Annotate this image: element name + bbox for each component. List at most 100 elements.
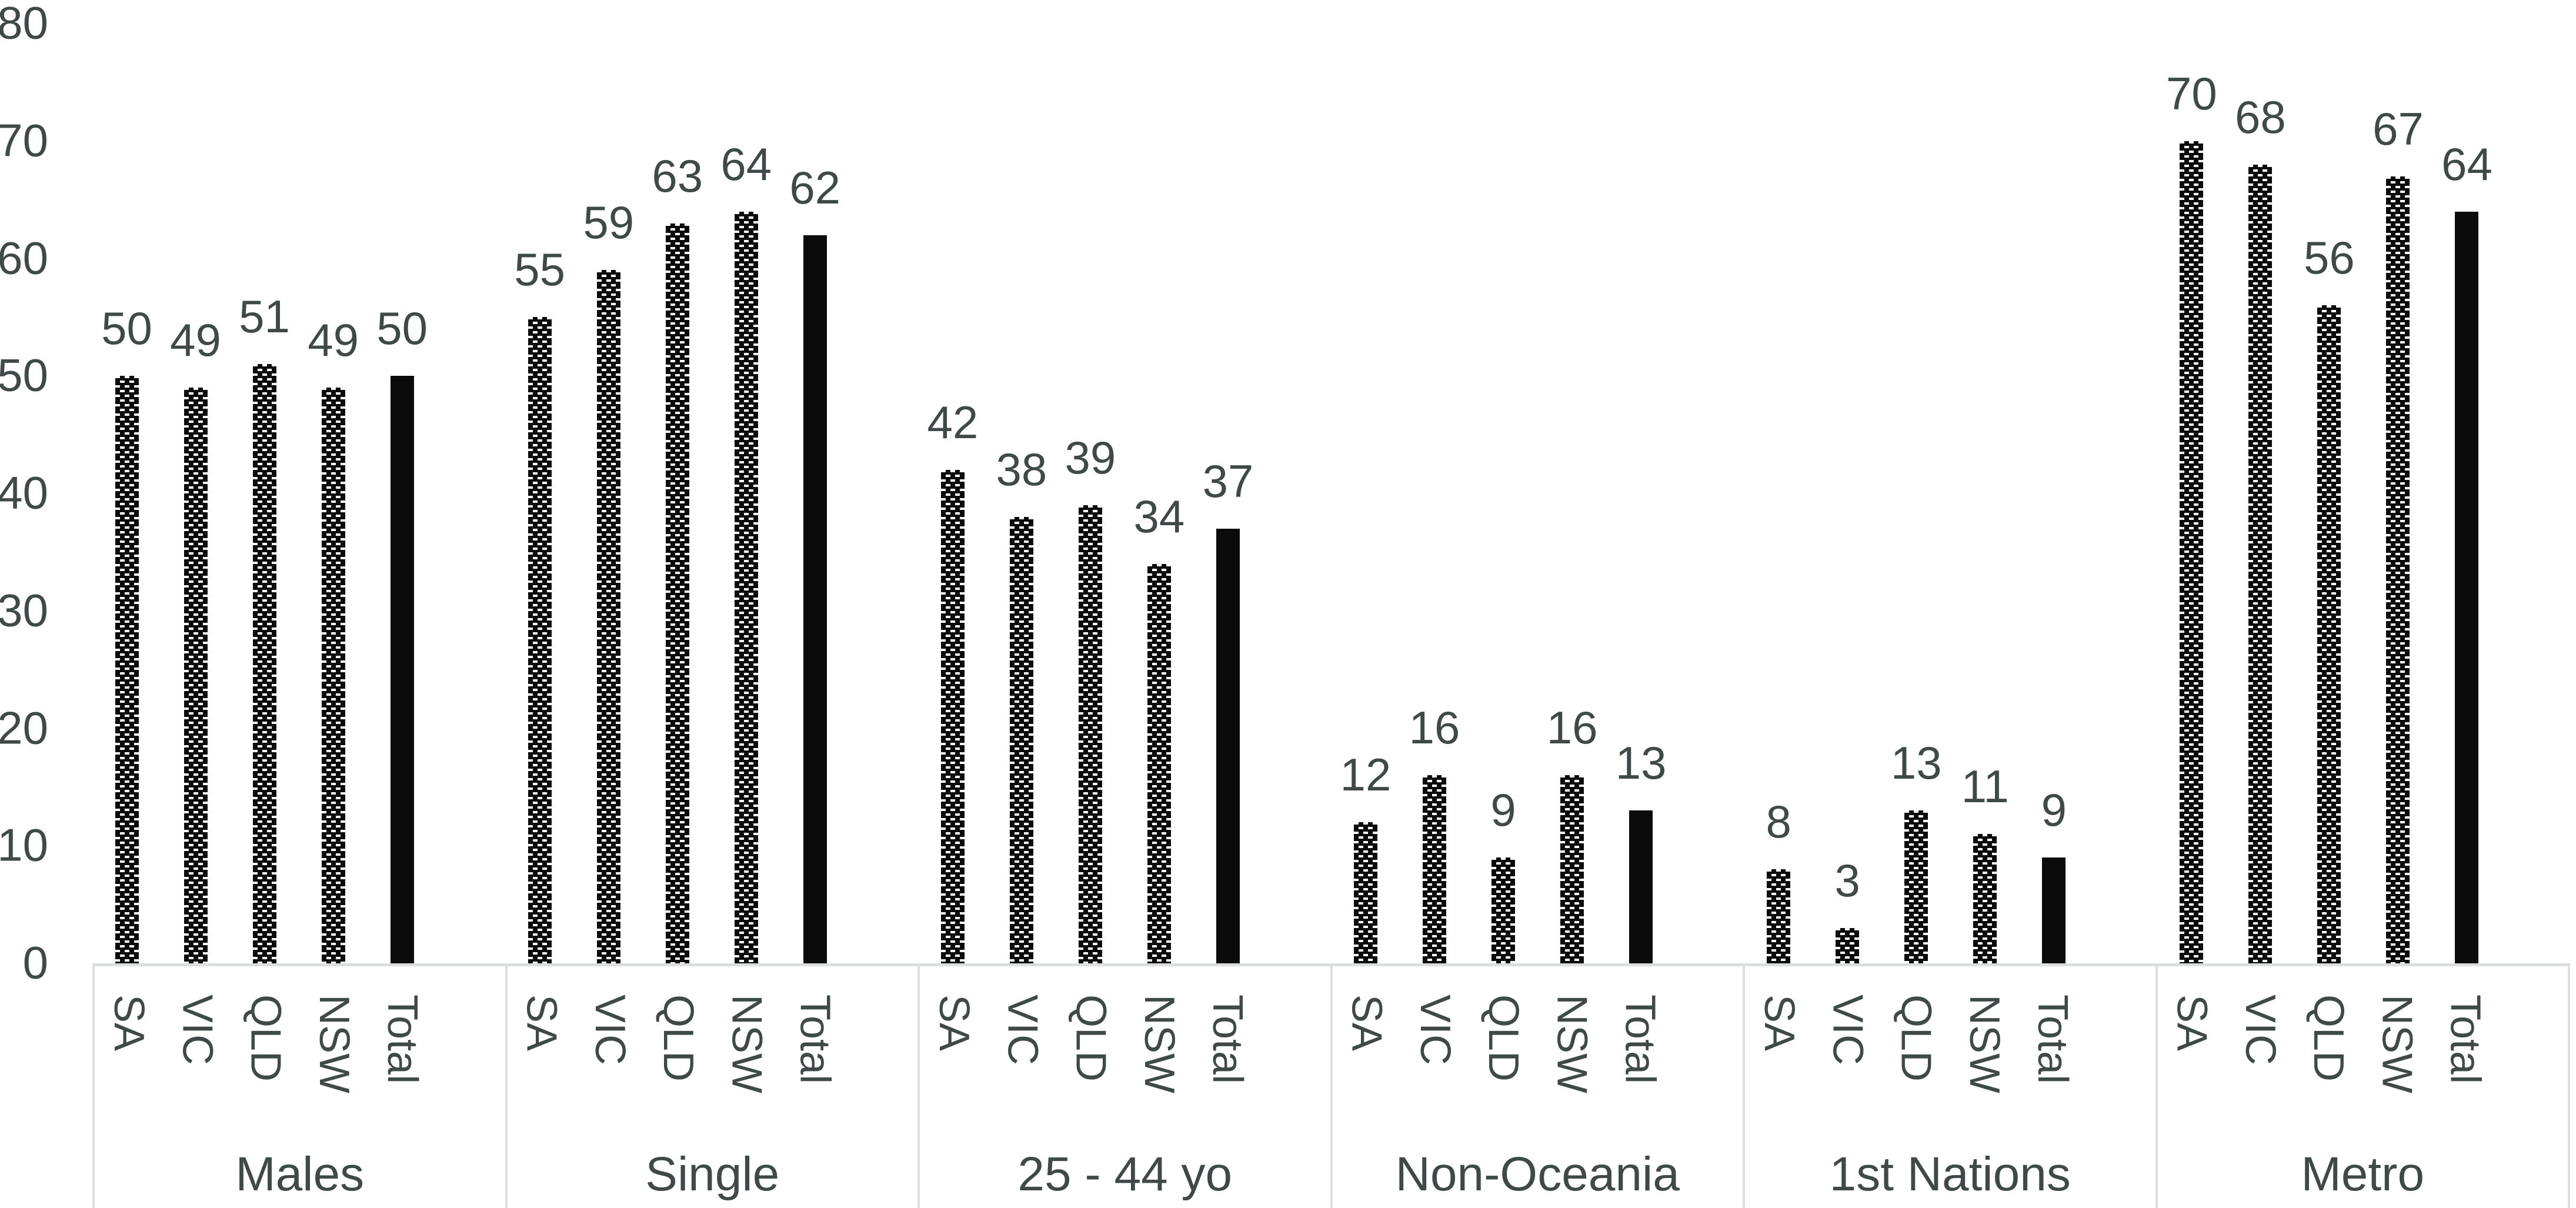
value-label-metro-total: 64 [2441,138,2492,190]
state-label-non-oceania-sa: SA [1343,995,1390,1052]
bar-group-single: 55 59 63 64 62 [505,24,918,963]
bar-males-qld [252,364,276,963]
state-label-males-total: Total [379,995,426,1084]
bar-males-nsw [321,388,345,963]
value-label-non-oceania-nsw: 16 [1546,702,1598,754]
state-label-1st-nations-total: Total [2029,995,2077,1084]
bar-1st-nations-total [2042,857,2066,963]
state-label-25-44-yo-total: Total [1204,995,1252,1084]
bar-25-44-yo-total [1216,528,1240,963]
state-label-1st-nations-qld: QLD [1892,995,1940,1082]
bar-metro-total [2455,211,2479,963]
value-label-non-oceania-sa: 12 [1340,749,1392,801]
value-label-single-vic: 59 [583,196,635,249]
state-label-metro-total: Total [2441,995,2489,1084]
state-label-males-nsw: NSW [310,995,358,1093]
bar-1st-nations-qld [1904,810,1928,963]
value-label-1st-nations-qld: 13 [1890,737,1942,789]
category-group-1st-nations: SA VIC QLD NSW Total 1st Nations [1745,966,2158,1208]
value-label-males-nsw: 49 [308,314,359,366]
value-label-males-vic: 49 [170,314,221,366]
state-label-metro-nsw: NSW [2373,995,2421,1093]
bar-group-non-oceania: 12 16 9 16 13 [1332,24,1744,963]
category-group-single: SA VIC QLD NSW Total Single [508,966,920,1208]
bar-males-vic [183,388,208,963]
group-label-1st-nations: 1st Nations [1829,1147,2071,1201]
value-label-non-oceania-vic: 16 [1409,702,1460,754]
bar-metro-nsw [2386,176,2410,963]
state-label-metro-sa: SA [2168,995,2215,1052]
value-label-single-sa: 55 [514,243,566,296]
state-label-single-sa: SA [518,995,565,1052]
state-label-1st-nations-nsw: NSW [1960,995,2008,1093]
value-label-1st-nations-total: 9 [2041,784,2067,836]
bar-group-males: 50 49 51 49 50 [92,24,505,963]
bar-1st-nations-sa [1767,869,1791,963]
value-label-single-qld: 63 [652,149,703,202]
value-label-metro-nsw: 67 [2373,102,2424,155]
bar-group-25-44-yo: 42 38 39 34 37 [918,24,1331,963]
state-label-25-44-yo-qld: QLD [1067,995,1115,1082]
group-label-single: Single [645,1147,780,1201]
state-label-1st-nations-vic: VIC [1824,995,1871,1066]
bar-non-oceania-qld [1491,857,1516,963]
bar-metro-vic [2248,164,2273,963]
state-label-non-oceania-nsw: NSW [1548,995,1596,1093]
state-label-non-oceania-vic: VIC [1411,995,1459,1066]
value-label-males-total: 50 [376,302,428,355]
value-label-1st-nations-vic: 3 [1834,855,1860,907]
y-axis: 0 10 20 30 40 50 60 70 80 [0,0,48,1208]
y-axis-tick-label: 80 [0,0,48,49]
category-axis: SA VIC QLD NSW Total Males SA VIC QLD NSW Total Sin… [92,963,2570,1208]
bar-single-qld [665,223,689,963]
bar-non-oceania-sa [1354,822,1378,963]
plot-area: 50 49 51 49 50 55 59 63 64 62 42 38 39 34 37 12 16 9 16 13 8… [92,24,2570,963]
value-label-1st-nations-nsw: 11 [1961,760,2009,813]
bar-1st-nations-vic [1836,928,1860,963]
value-label-single-total: 62 [789,161,841,213]
bar-non-oceania-nsw [1560,775,1584,963]
bar-metro-sa [2180,141,2204,963]
y-axis-tick-label: 0 [22,936,48,989]
state-label-males-vic: VIC [173,995,221,1066]
bar-males-sa [115,376,139,963]
value-label-males-sa: 50 [101,302,152,355]
y-axis-tick-label: 40 [0,466,48,519]
bar-1st-nations-nsw [1973,834,1997,963]
bar-25-44-yo-vic [1009,516,1033,963]
bar-single-vic [596,270,620,963]
state-label-metro-qld: QLD [2305,995,2353,1082]
y-axis-tick-label: 50 [0,349,48,401]
value-label-25-44-yo-total: 37 [1202,455,1254,507]
value-label-1st-nations-sa: 8 [1766,796,1791,848]
value-label-males-qld: 51 [239,291,290,343]
value-label-25-44-yo-nsw: 34 [1133,490,1185,542]
state-label-25-44-yo-sa: SA [930,995,978,1052]
category-group-metro: SA VIC QLD NSW Total Metro [2158,966,2570,1208]
state-label-non-oceania-total: Total [1616,995,1664,1084]
state-label-single-qld: QLD [655,995,702,1082]
bar-metro-qld [2317,305,2341,963]
y-axis-tick-label: 20 [0,701,48,753]
state-label-25-44-yo-nsw: NSW [1135,995,1183,1093]
category-group-25-44-yo: SA VIC QLD NSW Total 25 - 44 yo [920,966,1333,1208]
y-axis-tick-label: 10 [0,819,48,871]
value-label-single-nsw: 64 [720,138,772,190]
bar-group-metro: 70 68 56 67 64 [2157,24,2570,963]
value-label-25-44-yo-qld: 39 [1065,431,1116,483]
bar-25-44-yo-nsw [1147,563,1171,963]
value-label-metro-vic: 68 [2235,91,2286,143]
bar-non-oceania-total [1629,810,1653,963]
value-label-25-44-yo-sa: 42 [927,396,979,449]
state-label-metro-vic: VIC [2236,995,2284,1066]
value-label-non-oceania-qld: 9 [1490,784,1516,836]
state-label-25-44-yo-vic: VIC [999,995,1046,1066]
state-label-1st-nations-sa: SA [1756,995,1803,1052]
y-axis-tick-label: 70 [0,114,48,166]
bar-group-1st-nations: 8 3 13 11 9 [1744,24,2157,963]
group-label-non-oceania: Non-Oceania [1395,1147,1680,1201]
group-label-males: Males [235,1147,365,1201]
bar-single-nsw [734,211,758,963]
bar-single-sa [528,317,552,963]
